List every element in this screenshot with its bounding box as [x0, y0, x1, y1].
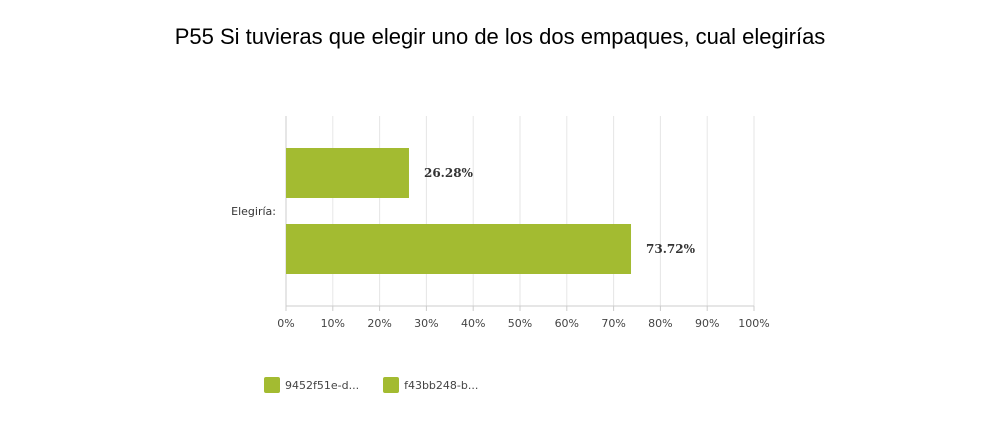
legend-swatch: [383, 377, 400, 393]
legend-label: 9452f51e-d...: [285, 378, 360, 392]
x-tick-label: 0%: [277, 317, 294, 330]
category-label: Elegiría:: [231, 205, 276, 218]
x-tick-label: 30%: [414, 317, 438, 330]
legend-label: f43bb248-b...: [404, 378, 479, 392]
data-label: 26.28%: [424, 166, 474, 180]
x-tick-label: 50%: [508, 317, 532, 330]
x-tick-label: 20%: [367, 317, 391, 330]
x-tick-label: 100%: [738, 317, 769, 330]
legend-swatch: [264, 377, 280, 393]
x-tick-label: 10%: [321, 317, 345, 330]
x-tick-label: 40%: [461, 317, 485, 330]
chart-title: P55 Si tuvieras que elegir uno de los do…: [174, 24, 826, 49]
gridlines: [332, 116, 755, 306]
labels: 0% 10% 20% 30% 40% 50% 60% 70% 80% 90% 100% 26.28% 7…: [231, 166, 770, 330]
x-tick-label: 70%: [601, 317, 625, 330]
bars: [286, 148, 632, 274]
legend: 9452f51e-d... f43bb248-b...: [264, 377, 502, 393]
x-tick-label: 80%: [648, 317, 672, 330]
x-tick-label: 60%: [555, 317, 579, 330]
axes: [285, 116, 755, 311]
legend-item[interactable]: f43bb248-b...: [383, 377, 478, 393]
bar: [286, 148, 409, 198]
x-tick-label: 90%: [695, 317, 719, 330]
legend-item[interactable]: 9452f51e-d...: [264, 377, 359, 393]
data-label: 73.72%: [646, 242, 696, 256]
bar: [286, 224, 632, 274]
